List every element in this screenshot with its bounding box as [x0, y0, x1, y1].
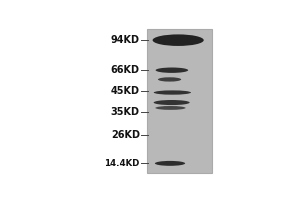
Text: 26KD: 26KD	[111, 130, 140, 140]
Text: 35KD: 35KD	[111, 107, 140, 117]
Text: 14.4KD: 14.4KD	[104, 159, 140, 168]
Text: 94KD: 94KD	[111, 35, 140, 45]
Ellipse shape	[158, 77, 181, 82]
Ellipse shape	[153, 34, 204, 46]
Ellipse shape	[155, 161, 185, 166]
Ellipse shape	[154, 90, 191, 95]
Ellipse shape	[155, 106, 186, 110]
Ellipse shape	[154, 100, 190, 105]
Text: 66KD: 66KD	[111, 65, 140, 75]
Bar	[147, 29, 212, 173]
Ellipse shape	[156, 68, 188, 73]
Text: 45KD: 45KD	[111, 86, 140, 96]
